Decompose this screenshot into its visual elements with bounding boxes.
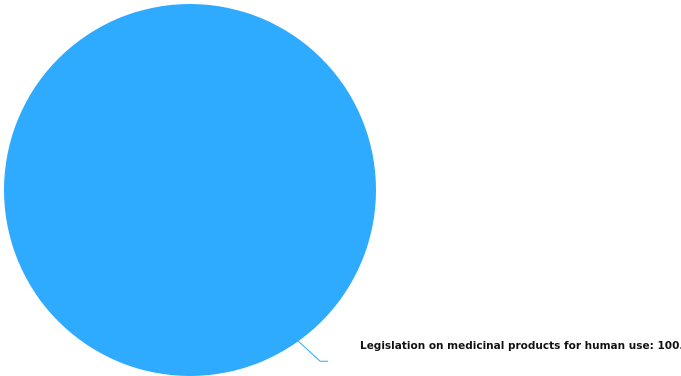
pie-slices: [4, 4, 376, 376]
slice-label: Legislation on medicinal products for hu…: [360, 340, 681, 352]
pie-slice: [4, 4, 376, 376]
slice-leader-line: [295, 338, 329, 362]
